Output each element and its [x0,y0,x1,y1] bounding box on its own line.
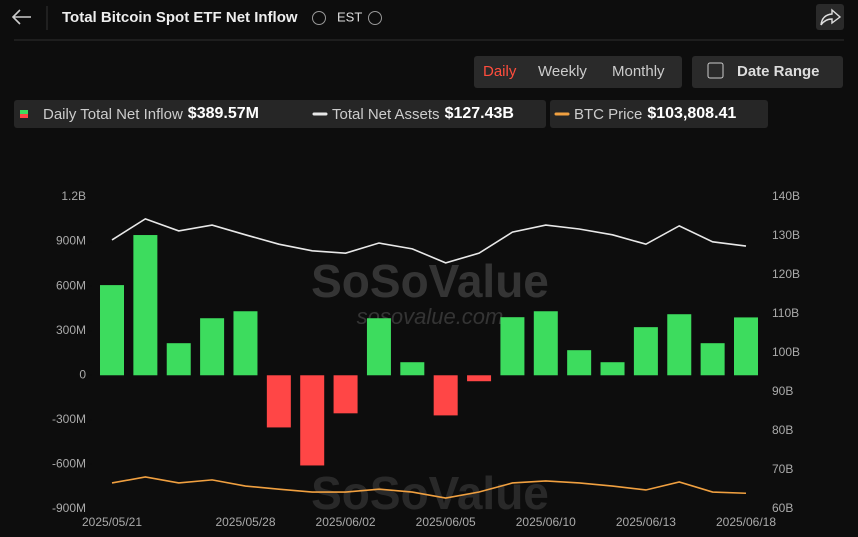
y-tick-label: 300M [56,323,86,337]
title: Total Bitcoin Spot ETF Net Inflow [62,9,298,26]
bar [200,318,225,376]
x-tick-label: 2025/05/21 [82,515,142,529]
y-tick-label: -600M [52,457,86,471]
bar [233,311,258,376]
bar [166,343,191,376]
bar [533,311,558,376]
x-tick-label: 2025/06/05 [416,515,476,529]
legend-swatch [20,110,28,114]
y2-tick-label: 100B [772,345,800,359]
legend-value: $389.57M [188,105,259,122]
line [111,476,747,499]
line [111,217,747,264]
info-icon[interactable] [368,11,382,25]
x-tick-label: 2025/06/02 [316,515,376,529]
tab[interactable]: Monthly [612,63,665,80]
legend-chip [14,100,314,128]
bar [500,317,525,376]
bar [700,343,725,376]
x-tick-label: 2025/06/13 [616,515,676,529]
legend-value: $103,808.41 [647,105,736,122]
legend-swatch [20,114,28,118]
y2-tick-label: 70B [772,462,793,476]
y2-tick-label: 60B [772,501,793,515]
bar [100,285,124,376]
x-tick-label: 2025/06/10 [516,515,576,529]
y2-tick-label: 120B [772,267,800,281]
calendar-icon [707,62,724,79]
bar [600,362,625,376]
watermark: SoSoValue [311,255,549,307]
share-icon [820,8,842,26]
y-tick-label: 600M [56,278,86,292]
y2-tick-label: 90B [772,384,793,398]
bar [333,375,358,414]
info-icon[interactable] [312,11,326,25]
date-range-button[interactable] [692,56,843,88]
bar [567,350,592,376]
y2-tick-label: 110B [772,306,799,320]
legend-chip [308,100,546,128]
tab[interactable]: Weekly [538,63,587,80]
y2-tick-label: 130B [772,228,800,242]
x-tick-label: 2025/06/18 [716,515,776,529]
back-icon[interactable] [11,9,31,25]
y-tick-label: 1.2B [61,189,86,203]
y2-tick-label: 140B [772,189,800,203]
tab-group [474,56,682,88]
bar [667,314,692,376]
legend-label: Daily Total Net Inflow [43,106,183,123]
bar [633,327,658,376]
y-tick-label: -300M [52,412,86,426]
bar [300,375,325,466]
legend-label: Total Net Assets [332,106,440,123]
timezone[interactable]: EST [337,9,362,24]
watermark: SoSoValue [311,467,549,519]
legend-label: BTC Price [574,106,642,123]
bar [133,235,158,376]
y-tick-label: 0 [79,367,86,381]
tab[interactable]: Daily [483,63,517,80]
bar [266,375,291,428]
y-tick-label: -900M [52,501,86,515]
bar [734,317,758,376]
y-tick-label: 900M [56,234,86,248]
x-tick-label: 2025/05/28 [215,515,275,529]
bar [467,375,492,382]
legend-chip [550,100,768,128]
date-range-label[interactable]: Date Range [737,63,820,80]
legend-value: $127.43B [445,105,514,122]
y2-tick-label: 80B [772,423,793,437]
bar [433,375,458,416]
bar [400,362,425,376]
bar [366,318,391,376]
